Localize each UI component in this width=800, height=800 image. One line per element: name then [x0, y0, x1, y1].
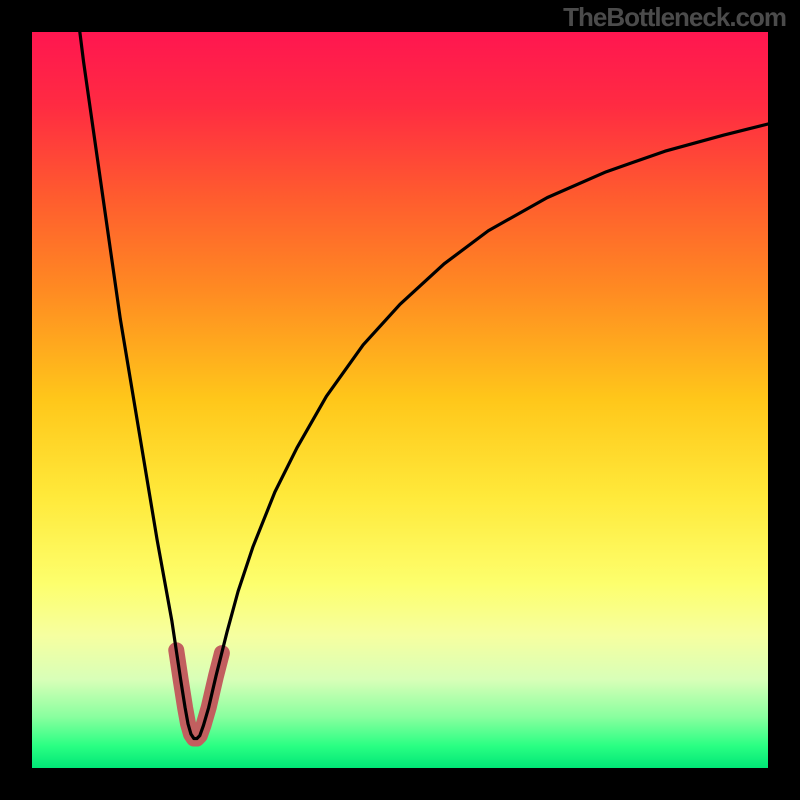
- watermark-label: TheBottleneck.com: [563, 2, 786, 32]
- chart-svg: [0, 0, 800, 800]
- chart-frame: [0, 0, 800, 800]
- plot-background: [32, 32, 768, 768]
- watermark-text: TheBottleneck.com: [563, 2, 786, 33]
- chart-container: TheBottleneck.com: [0, 0, 800, 800]
